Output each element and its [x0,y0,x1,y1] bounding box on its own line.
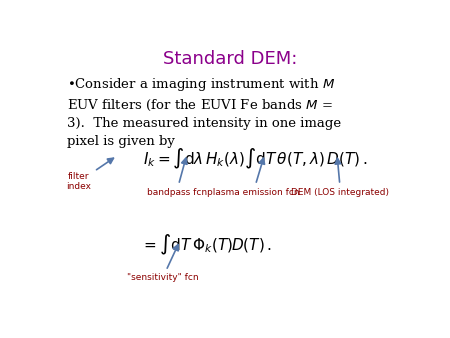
Text: bandpass fcn: bandpass fcn [147,158,207,197]
Text: "sensitivity" fcn: "sensitivity" fcn [127,245,198,283]
Text: filter
index: filter index [67,158,113,191]
Text: $= \int \mathrm{d}T\, \Phi_k(T)D(T)\,.$: $= \int \mathrm{d}T\, \Phi_k(T)D(T)\,.$ [141,233,272,257]
Text: plasma emission fcn: plasma emission fcn [207,158,300,197]
Text: $I_k = \int \mathrm{d}\lambda\, H_k(\lambda) \int \mathrm{d}T\, \theta(T,\lambda: $I_k = \int \mathrm{d}\lambda\, H_k(\lam… [143,147,367,171]
Text: •Consider a imaging instrument with $M$
EUV filters (for the EUVI Fe bands $M$ =: •Consider a imaging instrument with $M$ … [67,76,341,148]
Text: DEM (LOS integrated): DEM (LOS integrated) [292,159,390,197]
Text: Standard DEM:: Standard DEM: [163,50,298,68]
